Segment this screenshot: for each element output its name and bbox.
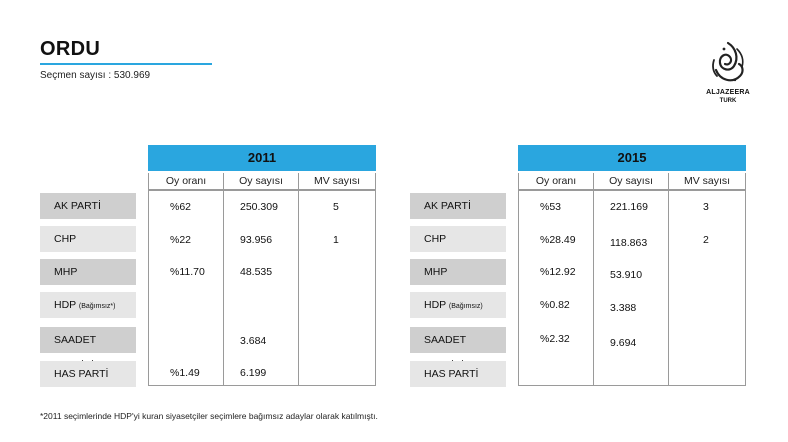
party-note: (Bağımsız*) bbox=[78, 303, 116, 310]
logo-text-aljazeera: ALJAZEERA bbox=[706, 89, 750, 96]
col-header-oy-orani: Oy oranı bbox=[518, 173, 594, 190]
party-label: MHP bbox=[40, 259, 136, 285]
col-oy-sayisi bbox=[594, 190, 669, 386]
cell-oy-orani: %12.92 bbox=[540, 266, 576, 278]
col-header-mv-sayisi: MV sayısı bbox=[669, 173, 746, 190]
cell-oy-sayisi: 93.956 bbox=[240, 234, 273, 246]
col-oy-orani bbox=[148, 190, 224, 386]
party-label: HDP (Bağımsız) bbox=[410, 292, 506, 318]
footnote: *2011 seçimlerinde HDP'yi kuran siyasetç… bbox=[40, 411, 378, 421]
year-header-2015: 2015 bbox=[518, 145, 746, 171]
party-label: HAS PARTİ bbox=[410, 361, 506, 387]
col-oy-orani bbox=[518, 190, 594, 386]
col-mv-sayisi bbox=[669, 190, 746, 386]
cell-oy-orani: %11.70 bbox=[170, 266, 205, 278]
col-header-oy-sayisi: Oy sayısı bbox=[594, 173, 669, 190]
cell-oy-sayisi: 221.169 bbox=[610, 201, 648, 213]
party-label: HDP (Bağımsız*) bbox=[40, 292, 136, 318]
logo-text-turk: TURK bbox=[719, 98, 737, 104]
cell-oy-sayisi: 118.863 bbox=[610, 237, 648, 249]
cell-oy-orani: %28.49 bbox=[540, 234, 576, 246]
col-header-oy-orani: Oy oranı bbox=[148, 173, 224, 190]
party-note: (Bağımsız) bbox=[448, 303, 483, 310]
party-label: SAADET PARTİSİ bbox=[40, 327, 136, 372]
cell-oy-orani: %1.49 bbox=[170, 367, 200, 379]
year-header-2011: 2011 bbox=[148, 145, 376, 171]
cell-oy-orani: %53 bbox=[540, 201, 562, 213]
party-label: CHP bbox=[40, 226, 136, 252]
cell-oy-orani: %2.32 bbox=[540, 333, 570, 345]
page-title: ORDU bbox=[40, 38, 101, 60]
cell-oy-sayisi: 3.388 bbox=[610, 302, 637, 314]
col-mv-sayisi bbox=[299, 190, 376, 386]
party-label: MHP bbox=[410, 259, 506, 285]
cell-oy-sayisi: 48.535 bbox=[240, 266, 273, 278]
aljazeera-logo: ALJAZEERA TURK bbox=[696, 40, 760, 110]
title-underline bbox=[40, 63, 212, 65]
col-header-oy-sayisi: Oy sayısı bbox=[224, 173, 299, 190]
col-header-mv-sayisi: MV sayısı bbox=[299, 173, 376, 190]
cell-mv: 5 bbox=[333, 201, 339, 213]
cell-mv: 1 bbox=[333, 234, 339, 246]
party-label: HAS PARTİ bbox=[40, 361, 136, 387]
cell-oy-sayisi: 3.684 bbox=[240, 335, 267, 347]
cell-oy-sayisi: 250.309 bbox=[240, 201, 278, 213]
voter-count: Seçmen sayısı : 530.969 bbox=[40, 70, 151, 81]
party-label: AK PARTİ bbox=[40, 193, 136, 219]
cell-mv: 3 bbox=[703, 201, 709, 213]
aljazeera-calligraphy-icon bbox=[712, 41, 744, 82]
col-oy-sayisi bbox=[224, 190, 299, 386]
party-label: AK PARTİ bbox=[410, 193, 506, 219]
cell-oy-orani: %62 bbox=[170, 201, 192, 213]
cell-oy-sayisi: 53.910 bbox=[610, 269, 643, 281]
party-label: CHP bbox=[410, 226, 506, 252]
cell-oy-orani: %0.82 bbox=[540, 299, 570, 311]
party-label: SAADET PARTİSİ bbox=[410, 327, 506, 372]
cell-mv: 2 bbox=[703, 234, 709, 246]
cell-oy-sayisi: 6.199 bbox=[240, 367, 267, 379]
cell-oy-sayisi: 9.694 bbox=[610, 337, 637, 349]
cell-oy-orani: %22 bbox=[170, 234, 192, 246]
